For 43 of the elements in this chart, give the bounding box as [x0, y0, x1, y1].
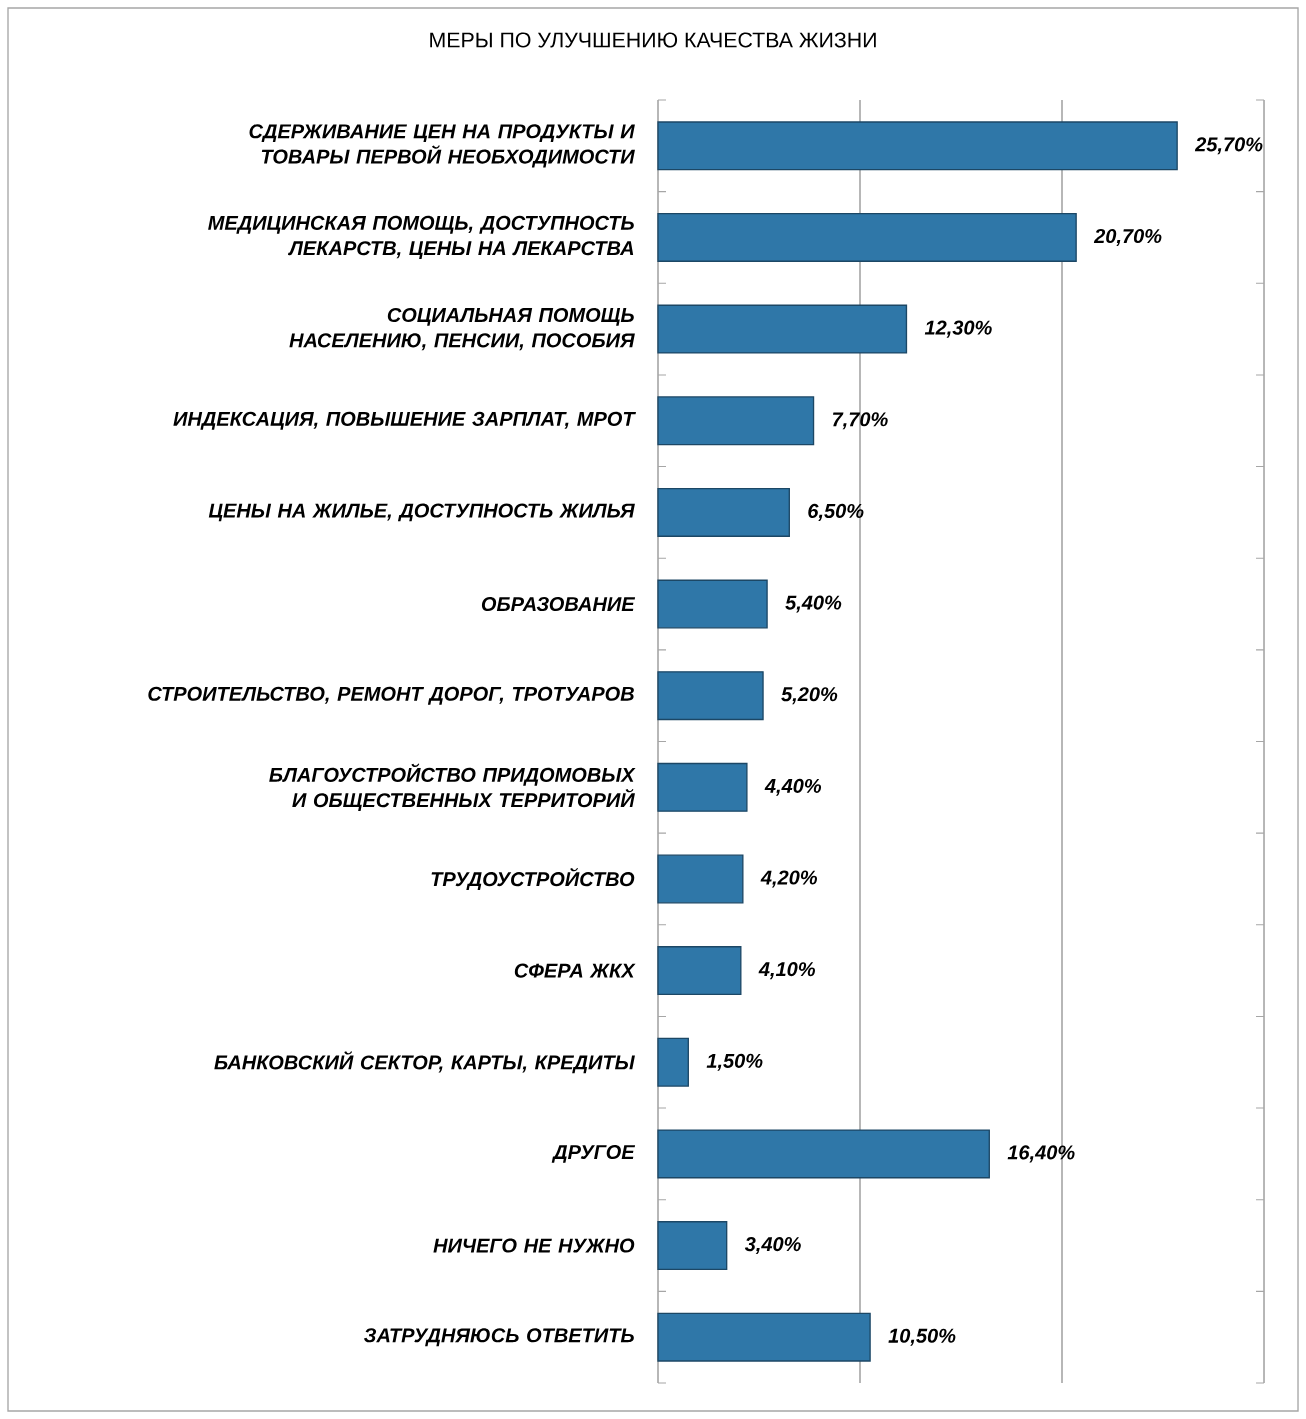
- y-tick-label: СФЕРА ЖКХ: [514, 963, 636, 978]
- data-label: 10,50%: [888, 1328, 956, 1346]
- bar: [657, 304, 908, 354]
- bar: [657, 579, 768, 629]
- chart-title: МЕРЫ ПО УЛУЧШЕНИЮ КАЧЕСТВА ЖИЗНИ: [430, 32, 876, 48]
- data-label: 16,40%: [1007, 1145, 1075, 1163]
- data-label: 3,40%: [744, 1237, 801, 1255]
- bar: [657, 212, 1077, 262]
- data-label: 12,30%: [924, 320, 992, 338]
- y-tick-label: ЗАТРУДНЯЮСЬ ОТВЕТИТЬ: [363, 1328, 634, 1347]
- data-label: 5,40%: [785, 595, 842, 613]
- data-label: 1,50%: [706, 1053, 763, 1071]
- bar: [657, 1312, 871, 1362]
- bar: [657, 762, 748, 812]
- data-label: 4,20%: [760, 870, 818, 888]
- data-label: 7,70%: [832, 412, 888, 430]
- bar: [657, 671, 764, 721]
- data-label: 4,40%: [764, 778, 822, 796]
- data-label: 25,70%: [1194, 137, 1263, 155]
- bar: [657, 396, 815, 446]
- y-tick-label: ДРУГОЕ: [551, 1144, 636, 1163]
- y-tick-label: БАНКОВСКИЙ СЕКТОР, КАРТЫ, КРЕДИТЫ: [214, 1051, 635, 1074]
- bar: [657, 1221, 728, 1271]
- y-tick-label: МЕДИЦИНСКАЯ ПОМОЩЬ, ДОСТУПНОСТЬ ЛЕКАРСТВ, ЦЕНЫ НА ЛЕКАРСТВА: [208, 215, 634, 260]
- data-label: 4,10%: [758, 962, 815, 980]
- bar: [657, 854, 744, 904]
- data-label: 20,70%: [1093, 228, 1162, 246]
- data-label: 5,20%: [781, 687, 838, 705]
- data-label: 6,50%: [808, 503, 864, 521]
- y-tick-label: ОБРАЗОВАНИЕ: [481, 596, 636, 612]
- y-tick-label: СДЕРЖИВАНИЕ ЦЕН НА ПРОДУКТЫ И ТОВАРЫ ПЕРВОЙ НЕОБХОДИМОСТИ: [249, 124, 635, 168]
- bar: [657, 1129, 990, 1179]
- y-tick-label: СОЦИАЛЬНАЯ ПОМОЩЬ НАСЕЛЕНИЮ, ПЕНСИИ, ПОСОБИЯ: [289, 307, 635, 351]
- y-tick-label: БЛАГОУСТРОЙСТВО ПРИДОМОВЫХ И ОБЩЕСТВЕННЫХ ТЕРРИТОРИЙ: [269, 763, 636, 812]
- y-tick-label: ЦЕНЫ НА ЖИЛЬЕ, ДОСТУПНОСТЬ ЖИЛЬЯ: [208, 503, 635, 522]
- bar: [657, 1037, 689, 1087]
- bar: [657, 946, 742, 996]
- bar: [657, 487, 790, 537]
- bar: [657, 121, 1178, 171]
- y-tick-label: ИНДЕКСАЦИЯ, ПОВЫШЕНИЕ ЗАРПЛАТ, МРОТ: [173, 411, 636, 430]
- y-tick-label: ТРУДОУСТРОЙСТВО: [431, 867, 635, 891]
- y-tick-label: СТРОИТЕЛЬСТВО, РЕМОНТ ДОРОГ, ТРОТУАРОВ: [148, 686, 634, 705]
- y-tick-label: НИЧЕГО НЕ НУЖНО: [433, 1238, 635, 1253]
